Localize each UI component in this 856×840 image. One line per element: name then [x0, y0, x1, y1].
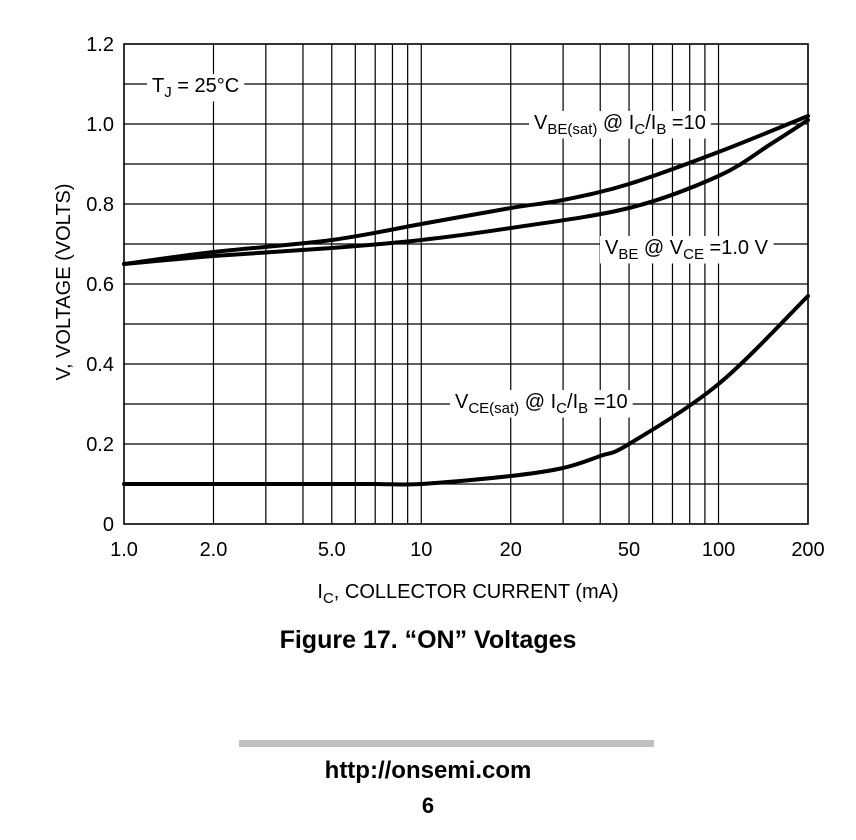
- series-label-vbe-sat-background: [529, 111, 711, 139]
- y-tick-label: 0.4: [86, 354, 114, 376]
- series-label-vce-sat-background: [450, 390, 633, 418]
- tick-labels: 0 0.2 0.4 0.6 0.8 1.0 1.2 1.0 2.0 5.0 10 20 50 100 200…: [53, 34, 825, 607]
- annotations: TJ = 25°C VBE(sat) @ IC/IB =10 VBE @ VCE =…: [147, 74, 774, 418]
- y-tick-label: 0.2: [86, 434, 114, 456]
- x-tick-label: 2.0: [200, 539, 228, 561]
- y-tick-label: 0.6: [86, 274, 114, 296]
- series-label-vbe-background: [600, 236, 774, 264]
- series-vbe-sat-line: [122, 114, 810, 266]
- x-tick-label: 5.0: [318, 539, 346, 561]
- condition-label: TJ = 25°C: [152, 75, 239, 101]
- y-tick-label: 1.0: [86, 114, 114, 136]
- series-vbe-line: [122, 118, 810, 266]
- page-number: 6: [421, 793, 435, 818]
- x-tick-label: 1.0: [110, 539, 138, 561]
- plot-frame: [123, 43, 809, 525]
- x-tick-label: 200: [791, 539, 824, 561]
- footer-url[interactable]: http://onsemi.com: [324, 757, 532, 784]
- series-label-vbe: VBE @ VCE =1.0 V: [605, 237, 769, 263]
- y-tick-label: 1.2: [86, 34, 114, 56]
- x-tick-label: 10: [410, 539, 432, 561]
- condition-label-background: [147, 74, 245, 102]
- figure-caption: Figure 17. “ON” Voltages: [279, 626, 577, 654]
- x-tick-label: 100: [702, 539, 735, 561]
- x-tick-label: 20: [500, 539, 522, 561]
- y-tick-label: 0: [103, 514, 114, 536]
- y-tick-label: 0.8: [86, 194, 114, 216]
- footer-divider: [239, 740, 654, 747]
- series-lines: [122, 114, 810, 487]
- x-tick-label: 50: [618, 539, 640, 561]
- axes: [123, 43, 809, 525]
- series-label-vbe-sat: VBE(sat) @ IC/IB =10: [534, 112, 706, 138]
- series-label-vce-sat: VCE(sat) @ IC/IB =10: [455, 391, 628, 417]
- y-axis-label: V, VOLTAGE (VOLTS): [53, 183, 75, 380]
- series-vce-sat-line: [122, 294, 810, 487]
- x-axis-label: IC, COLLECTOR CURRENT (mA): [317, 581, 618, 607]
- on-voltages-chart: TJ = 25°C VBE(sat) @ IC/IB =10 VBE @ VCE =…: [53, 34, 825, 607]
